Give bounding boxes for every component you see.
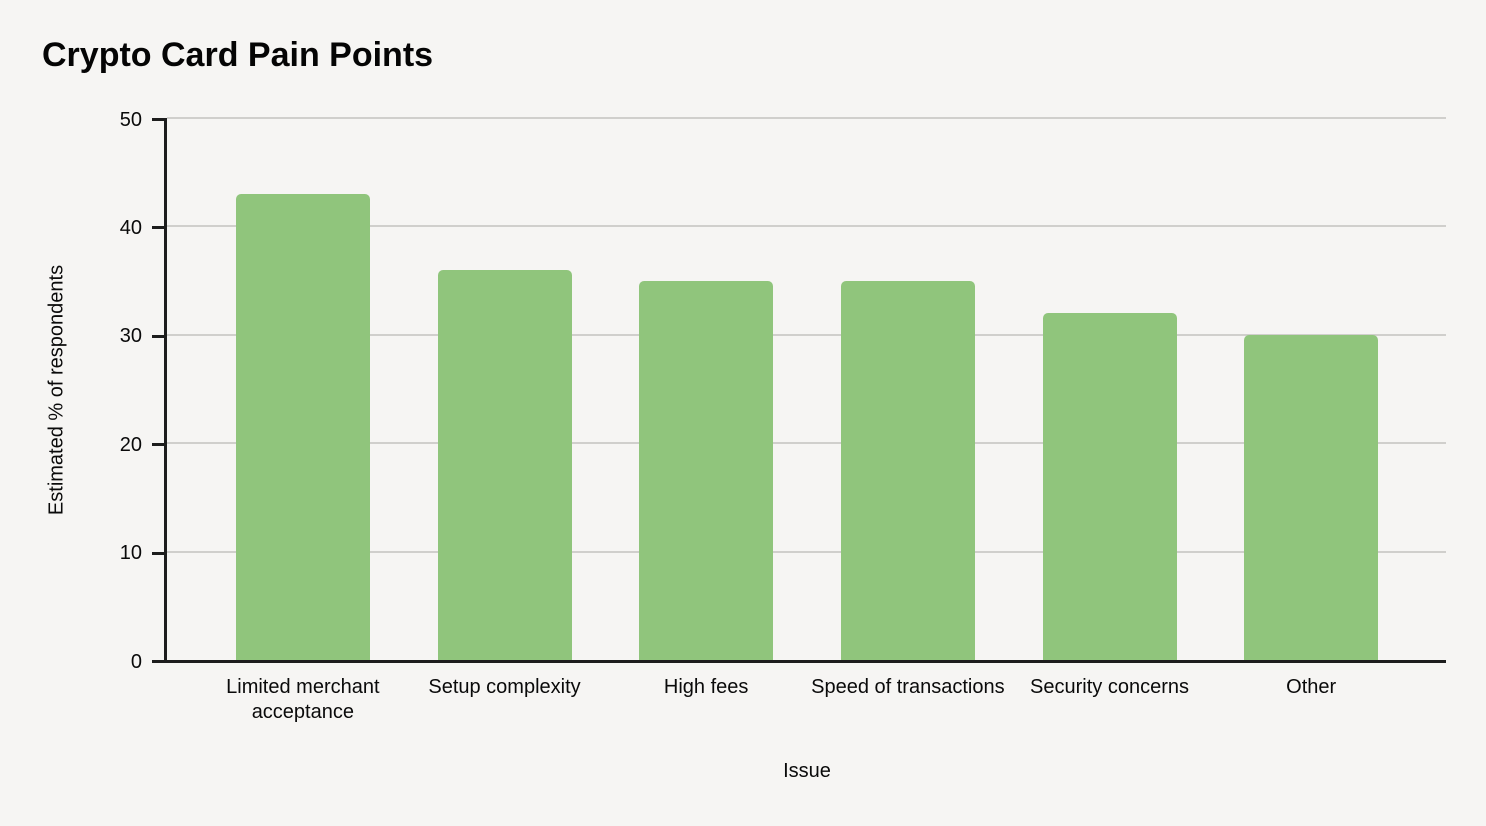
x-tick-label: Security concerns — [1030, 676, 1189, 698]
bar-slot — [1210, 118, 1412, 660]
y-tick — [152, 334, 165, 338]
bar-slot — [807, 118, 1009, 660]
bar-slot — [404, 118, 606, 660]
gridline — [167, 333, 1446, 336]
x-tick-label: Setup complexity — [428, 676, 581, 698]
bar-slot — [1009, 118, 1211, 660]
bars-container — [167, 118, 1446, 660]
gridline — [167, 442, 1446, 445]
y-tick — [152, 118, 165, 121]
bar-setup-complexity — [437, 269, 572, 660]
plot-area — [164, 117, 1446, 663]
x-axis-title: Issue — [783, 760, 831, 782]
y-tick — [152, 226, 165, 230]
gridline — [167, 117, 1446, 119]
bar-security-concerns — [1042, 313, 1177, 660]
gridline — [167, 550, 1446, 553]
bar-high-fees — [639, 280, 774, 660]
y-tick — [152, 551, 165, 555]
y-tick — [152, 660, 165, 663]
bar-speed-of-transactions — [840, 280, 975, 660]
y-axis-title: Estimated % of respondents — [45, 264, 68, 516]
gridline — [167, 225, 1446, 228]
y-tick-label: 10 — [119, 542, 142, 565]
bar-slot — [202, 118, 404, 660]
bar-other — [1244, 334, 1379, 660]
x-tick-label: Other — [1286, 676, 1337, 698]
y-tick-label: 30 — [119, 325, 142, 348]
x-tick-label: High fees — [663, 676, 749, 698]
y-tick-label: 20 — [119, 433, 142, 456]
x-tick-label: Limited merchant acceptance — [226, 676, 380, 723]
y-tick-label: 40 — [119, 216, 142, 239]
x-tick-label: Speed of transactions — [811, 676, 1005, 698]
y-tick-label: 0 — [130, 650, 142, 673]
y-tick-label: 50 — [119, 108, 142, 131]
chart-title: Crypto Card Pain Points — [42, 36, 434, 74]
bar-slot — [605, 118, 807, 660]
bar-limited-merchant-acceptance — [235, 193, 370, 660]
x-axis-labels: Limited merchant acceptance Setup complex… — [167, 675, 1446, 725]
y-tick — [152, 443, 165, 447]
